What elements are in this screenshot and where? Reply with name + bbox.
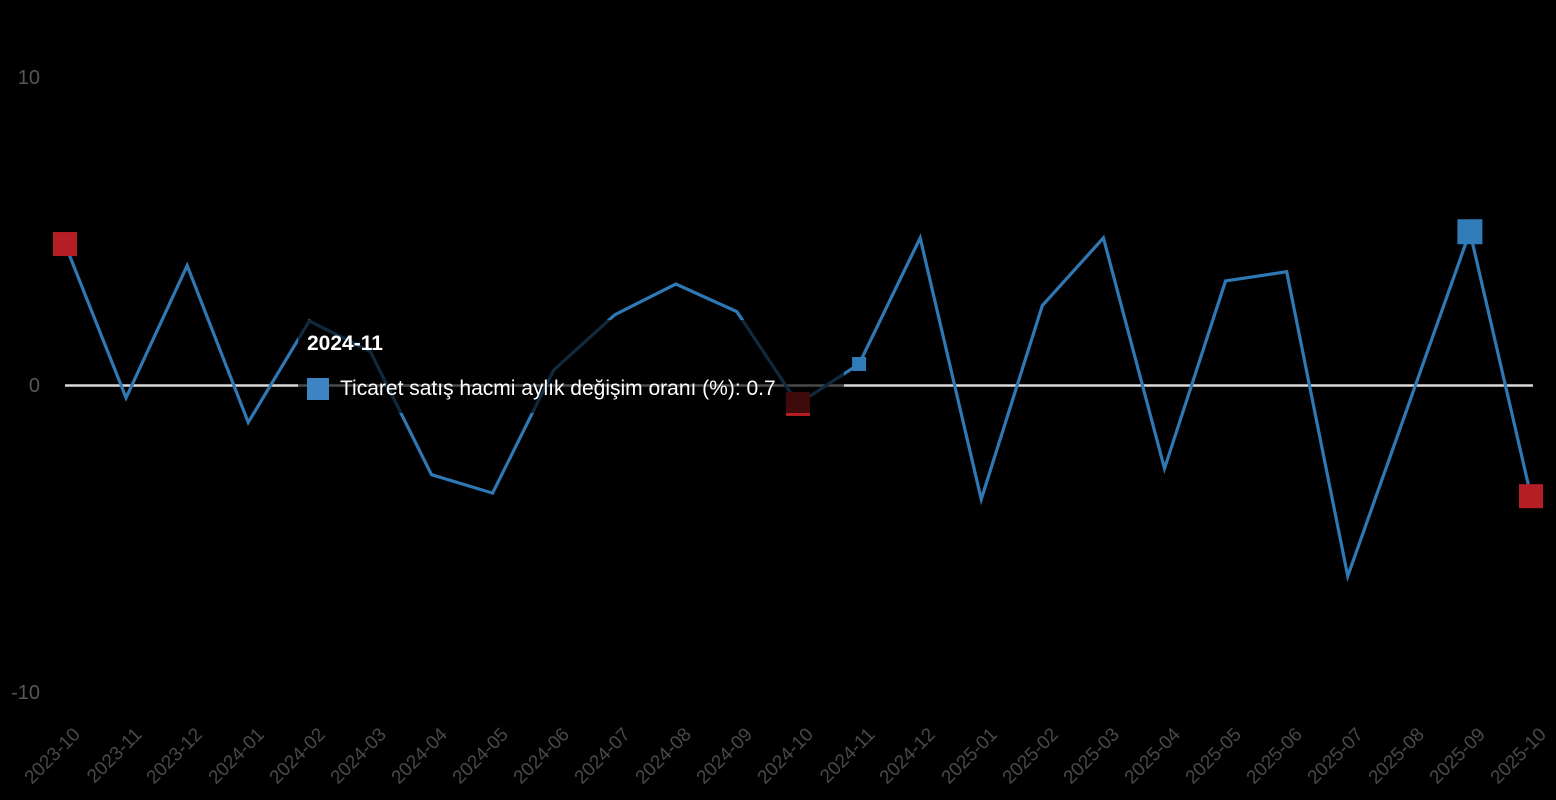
data-point-marker-2023-10[interactable] bbox=[53, 232, 77, 257]
tooltip-series-row: Ticaret satış hacmi aylık değişim oranı … bbox=[307, 377, 776, 401]
tooltip-series-value: Ticaret satış hacmi aylık değişim oranı … bbox=[340, 377, 776, 400]
series-legend-square-icon bbox=[307, 378, 329, 400]
data-point-marker-2024-11[interactable] bbox=[852, 356, 867, 371]
y-axis-label-10: 10 bbox=[17, 67, 40, 89]
y-axis-label--10: -10 bbox=[11, 682, 40, 704]
y-axis-label-0: 0 bbox=[28, 374, 40, 397]
tooltip-title: 2024-11 bbox=[307, 332, 383, 355]
data-point-marker-2025-09[interactable] bbox=[1457, 219, 1483, 245]
tooltip: 2024-11 Ticaret satış hacmi aylık değişi… bbox=[298, 320, 844, 413]
data-point-marker-2025-10[interactable] bbox=[1518, 484, 1543, 509]
